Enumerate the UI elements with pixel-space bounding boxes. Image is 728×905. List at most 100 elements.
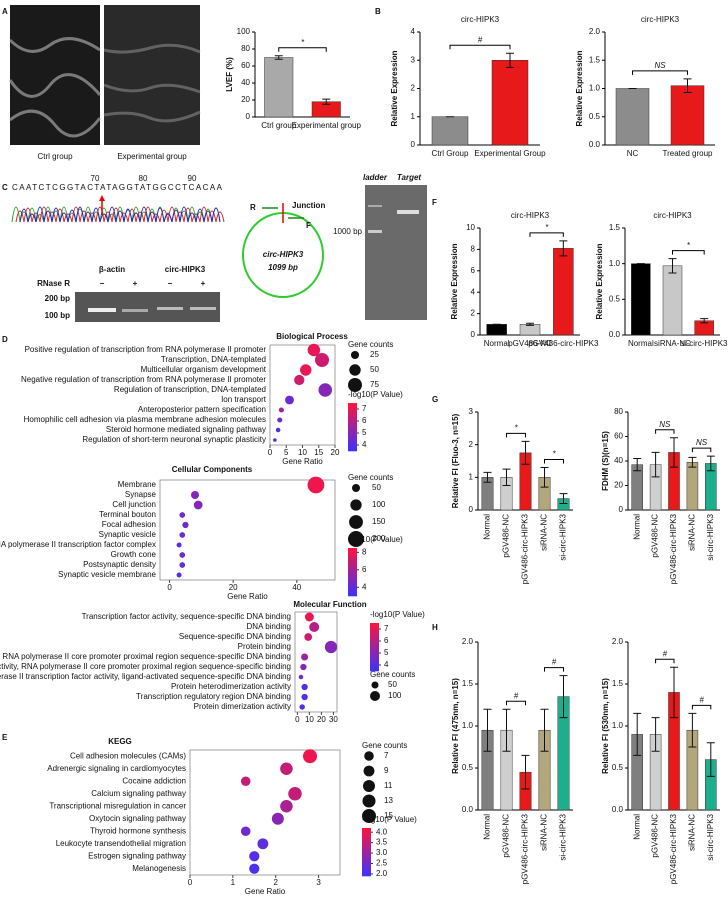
x-tick-label: 0	[268, 448, 273, 457]
error-bar	[559, 675, 568, 719]
colorbar-step	[362, 850, 371, 853]
x-tick-label: 5	[284, 448, 289, 457]
y-tick-label: 1.0	[609, 259, 621, 268]
colorbar-step	[362, 864, 371, 867]
colorbar-step	[348, 576, 357, 579]
gel-target: β-actin	[99, 265, 125, 274]
colorbar-step	[348, 439, 357, 442]
y-tick-label: 0.5	[609, 294, 621, 303]
colorbar-step	[348, 554, 357, 557]
dot	[307, 476, 325, 494]
x-tick-label: pGV486-circ-HIPK3	[669, 513, 678, 584]
x-tick-label: Normal	[632, 814, 641, 840]
error-bar	[633, 458, 642, 472]
colorbar-step	[348, 570, 357, 573]
term-label: Ion transport	[221, 395, 267, 404]
y-tick-label: 40	[241, 78, 250, 87]
colorbar-step	[348, 594, 357, 597]
dot	[301, 693, 308, 701]
dot	[179, 512, 186, 518]
colorbar-step	[362, 848, 371, 851]
colorbar-step	[348, 566, 357, 569]
size-legend-dot	[362, 794, 376, 808]
dot	[304, 633, 313, 641]
colorbar-step	[370, 639, 379, 642]
colorbar-label: 4.0	[376, 827, 388, 836]
significance-bracket	[655, 429, 675, 434]
significance-label: *	[301, 38, 305, 47]
colorbar-step	[362, 862, 371, 865]
y-tick-label: 0	[619, 505, 624, 514]
y-tick-label: 1.5	[462, 679, 474, 688]
gel-sign: +	[133, 279, 138, 288]
colorbar-step	[348, 437, 357, 440]
significance-label: #	[514, 691, 519, 700]
panel-label: B	[375, 7, 381, 16]
dot	[301, 653, 309, 661]
bar	[662, 265, 683, 336]
term-label: Cocaine addiction	[122, 776, 186, 785]
term-label: Estrogen signaling pathway	[88, 851, 186, 860]
y-tick-label: 3	[411, 55, 416, 64]
y-axis-label: Relative Expression	[450, 243, 459, 319]
size-legend-title: Gene counts	[348, 340, 393, 349]
error-bar	[633, 712, 642, 756]
circ-name: circ-HIPK3	[263, 250, 304, 259]
error-bar	[688, 456, 697, 468]
x-tick-label: pGV486-NC	[502, 514, 511, 558]
colorbar-step	[348, 415, 357, 418]
x-tick-label: 10	[305, 715, 314, 724]
bar	[686, 461, 699, 511]
y-tick-label: 0.0	[462, 805, 474, 814]
blot-lane: Target	[397, 173, 421, 182]
chart-title: circ-HIPK3	[511, 211, 550, 220]
x-tick-label: 2	[273, 878, 278, 887]
colorbar-step	[348, 572, 357, 575]
colorbar-label: 4	[384, 660, 389, 669]
colorbar-step	[370, 659, 379, 662]
colorbar-step	[348, 552, 357, 555]
colorbar-step	[348, 556, 357, 559]
term-label: Steroid hormone mediated signaling pathw…	[106, 425, 266, 434]
dot	[309, 622, 320, 632]
x-tick-label: siRNA-NC	[688, 514, 697, 551]
error-bar	[683, 78, 692, 93]
colorbar-label: 2.0	[376, 869, 388, 878]
colorbar-step	[370, 629, 379, 632]
dot	[285, 395, 294, 405]
colorbar-step	[348, 592, 357, 595]
significance-label: *	[545, 223, 549, 232]
term-label: Synapse	[125, 490, 157, 499]
colorbar-step	[370, 663, 379, 666]
size-legend-label: 11	[384, 781, 393, 790]
y-tick-label: 1.0	[589, 84, 601, 93]
gel-band	[157, 307, 183, 310]
colorbar-step	[348, 564, 357, 567]
size-legend-label: 75	[370, 380, 379, 389]
colorbar-step	[362, 872, 371, 875]
y-tick-label: 80	[614, 407, 623, 416]
term-label: Regulation of transcription, DNA-templat…	[114, 385, 266, 394]
colorbar-step	[348, 443, 357, 446]
dot	[288, 786, 302, 801]
plot-frame	[294, 611, 338, 713]
error-bar	[668, 258, 677, 274]
term-label: Membrane	[118, 480, 157, 489]
junction-label: Junction	[292, 201, 325, 210]
significance-label: *	[687, 241, 691, 250]
error-bar	[483, 708, 492, 752]
colorbar-step	[370, 667, 379, 670]
y-tick-label: 1.0	[612, 721, 624, 730]
sequence-position: 90	[188, 174, 197, 183]
colorbar-step	[370, 669, 379, 672]
size-legend-label: 50	[372, 483, 381, 492]
term-label: Transcription regulatory region DNA bind…	[136, 692, 291, 701]
colorbar-step	[348, 590, 357, 593]
y-tick-label: 20	[241, 95, 250, 104]
y-tick-label: 4	[411, 27, 416, 36]
size-legend-dot	[349, 364, 361, 376]
error-bar	[521, 440, 530, 465]
error-bar	[651, 451, 660, 478]
term-label: Transcription factor activity, sequence-…	[82, 612, 291, 621]
